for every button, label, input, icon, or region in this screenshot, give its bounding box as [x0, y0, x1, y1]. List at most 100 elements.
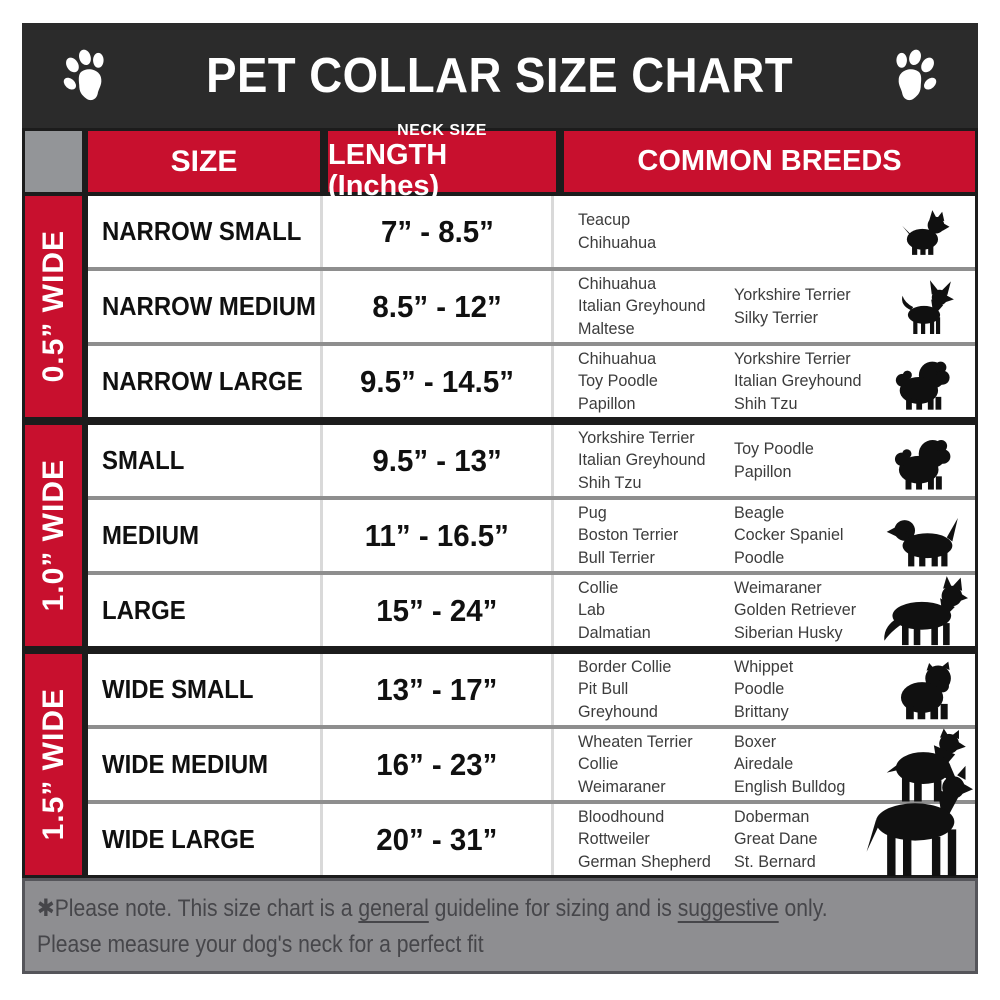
- row-size-label: NARROW SMALL: [88, 196, 320, 267]
- row-size-label: NARROW LARGE: [88, 346, 320, 417]
- size-text: SMALL: [102, 445, 185, 475]
- length-text: 13” - 17”: [376, 671, 498, 707]
- great-dane-icon: [861, 764, 973, 878]
- breeds-list-primary: Collie Lab Dalmatian: [578, 578, 651, 642]
- row-size-label: WIDE LARGE: [88, 804, 320, 875]
- breeds-list-secondary: Yorkshire Terrier Silky Terrier: [734, 285, 851, 327]
- yorkshire-terrier-icon: [898, 208, 950, 256]
- table-row: SMALL 9.5” - 13” Yorkshire Terrier Itali…: [88, 425, 975, 496]
- footer-note-line-2: Please measure your dog's neck for a per…: [37, 927, 862, 963]
- column-header-size-label: SIZE: [170, 144, 238, 178]
- length-text: 9.5” - 14.5”: [360, 363, 514, 399]
- row-size-label: WIDE SMALL: [88, 654, 320, 725]
- table-row: WIDE MEDIUM 16” - 23” Wheaten Terrier Co…: [88, 729, 975, 800]
- breeds-list-primary: Pug Boston Terrier Bull Terrier: [578, 503, 679, 567]
- column-header-neck-sub-label: NECK SIZE: [397, 121, 487, 139]
- length-text: 15” - 24”: [376, 592, 498, 628]
- breeds-list-primary: Yorkshire Terrier Italian Greyhound Shih…: [578, 428, 706, 492]
- column-header-neck-size: NECK SIZE LENGTH (Inches): [328, 122, 556, 201]
- header-bar: PET COLLAR SIZE CHART: [22, 23, 978, 128]
- page-title: PET COLLAR SIZE CHART: [206, 48, 794, 103]
- size-text: WIDE SMALL: [102, 674, 254, 704]
- length-text: 16” - 23”: [376, 746, 498, 782]
- table-row: MEDIUM 11” - 16.5” Pug Boston Terrier Bu…: [88, 500, 975, 571]
- note-underlined-word: general: [358, 895, 429, 922]
- group-standard: SMALL 9.5” - 13” Yorkshire Terrier Itali…: [88, 425, 975, 646]
- sidebar-width-1-0: 1.0” WIDE: [25, 425, 82, 646]
- breeds-list-primary: Teacup Chihuahua: [578, 210, 657, 252]
- table-row: LARGE 15” - 24” Collie Lab Dalmatian Wei…: [88, 575, 975, 646]
- neck-length-value: 8.5” - 12”: [320, 271, 554, 342]
- length-text: 9.5” - 13”: [372, 442, 502, 478]
- neck-length-value: 16” - 23”: [320, 729, 554, 800]
- size-text: WIDE LARGE: [102, 824, 255, 854]
- breeds-cell: Pug Boston Terrier Bull Terrier Beagle C…: [554, 500, 975, 571]
- table-row: NARROW MEDIUM 8.5” - 12” Chihuahua Itali…: [88, 271, 975, 342]
- breeds-list-secondary: Whippet Poodle Brittany: [734, 657, 794, 721]
- sidebar-width-label: 1.0” WIDE: [36, 459, 70, 612]
- column-header-breeds-label: COMMON BREEDS: [637, 145, 902, 177]
- row-size-label: SMALL: [88, 425, 320, 496]
- breed-icon-cell: [873, 659, 975, 720]
- neck-length-value: 20” - 31”: [320, 804, 554, 875]
- row-size-label: LARGE: [88, 575, 320, 646]
- length-text: 20” - 31”: [376, 821, 498, 857]
- note-underlined-word: suggestive: [677, 895, 779, 922]
- note-text: guideline for sizing and is: [428, 895, 678, 922]
- breeds-list-primary: Chihuahua Toy Poodle Papillon: [578, 349, 658, 413]
- size-text: NARROW MEDIUM: [102, 291, 316, 321]
- shih-tzu-icon: [891, 430, 957, 491]
- length-text: 7” - 8.5”: [380, 213, 494, 249]
- size-chart-table: SIZE NECK SIZE LENGTH (Inches) COMMON BR…: [22, 122, 978, 878]
- sidebar-width-label: 1.5” WIDE: [36, 688, 70, 841]
- column-header-size: SIZE: [88, 131, 320, 192]
- footer-note-line-1: ✱Please note. This size chart is a gener…: [37, 891, 862, 927]
- breeds-cell: Chihuahua Italian Greyhound Maltese York…: [554, 271, 975, 342]
- column-header-neck-main-label: LENGTH (Inches): [328, 139, 448, 202]
- row-size-label: MEDIUM: [88, 500, 320, 571]
- breeds-list-primary: Chihuahua Italian Greyhound Maltese: [578, 274, 706, 338]
- breed-icon-cell: [873, 352, 975, 411]
- note-text: only.: [778, 895, 828, 922]
- row-size-label: WIDE MEDIUM: [88, 729, 320, 800]
- table-row: NARROW LARGE 9.5” - 14.5” Chihuahua Toy …: [88, 346, 975, 417]
- breeds-cell: Teacup Chihuahua: [554, 196, 975, 267]
- neck-length-value: 9.5” - 14.5”: [320, 346, 554, 417]
- neck-length-value: 9.5” - 13”: [320, 425, 554, 496]
- breeds-cell: Wheaten Terrier Collie Weimaraner Boxer …: [554, 729, 975, 800]
- size-text: LARGE: [102, 595, 186, 625]
- size-text: MEDIUM: [102, 520, 200, 550]
- german-shepherd-icon: [880, 576, 968, 646]
- footer-note-panel: ✱Please note. This size chart is a gener…: [22, 878, 978, 974]
- group-wide: WIDE SMALL 13” - 17” Border Collie Pit B…: [88, 654, 975, 875]
- breed-icon-cell: [873, 208, 975, 256]
- breeds-list-primary: Wheaten Terrier Collie Weimaraner: [578, 732, 693, 796]
- group-narrow: NARROW SMALL 7” - 8.5” Teacup Chihuahua …: [88, 196, 975, 417]
- breeds-list-primary: Bloodhound Rottweiler German Shepherd: [578, 807, 711, 871]
- breed-icon-cell: [873, 279, 975, 334]
- breeds-list-secondary: Doberman Great Dane St. Bernard: [734, 807, 818, 871]
- table-row: WIDE LARGE 20” - 31” Bloodhound Rottweil…: [88, 804, 975, 875]
- sidebar-width-1-5: 1.5” WIDE: [25, 654, 82, 875]
- table-row: WIDE SMALL 13” - 17” Border Collie Pit B…: [88, 654, 975, 725]
- note-text: Please measure your dog's neck for a per…: [37, 931, 484, 958]
- breeds-list-secondary: Toy Poodle Papillon: [734, 439, 814, 481]
- table-row: NARROW SMALL 7” - 8.5” Teacup Chihuahua: [88, 196, 975, 267]
- breeds-cell: Collie Lab Dalmatian Weimaraner Golden R…: [554, 575, 975, 646]
- breeds-list-primary: Border Collie Pit Bull Greyhound: [578, 657, 672, 721]
- size-text: WIDE MEDIUM: [102, 749, 269, 779]
- breed-icon-cell: [873, 430, 975, 491]
- neck-length-value: 11” - 16.5”: [320, 500, 554, 571]
- paw-icon: [880, 42, 948, 110]
- breeds-cell: Chihuahua Toy Poodle Papillon Yorkshire …: [554, 346, 975, 417]
- breeds-list-secondary: Weimaraner Golden Retriever Siberian Hus…: [734, 578, 857, 642]
- length-text: 11” - 16.5”: [364, 517, 510, 553]
- breeds-list-secondary: Boxer Airedale English Bulldog: [734, 732, 846, 796]
- bulldog-icon: [892, 659, 956, 720]
- breeds-list-secondary: Yorkshire Terrier Italian Greyhound Shih…: [734, 349, 862, 413]
- sidebar-width-0-5: 0.5” WIDE: [25, 196, 82, 417]
- breeds-cell: Yorkshire Terrier Italian Greyhound Shih…: [554, 425, 975, 496]
- breeds-list-secondary: Beagle Cocker Spaniel Poodle: [734, 503, 844, 567]
- length-text: 8.5” - 12”: [372, 288, 502, 324]
